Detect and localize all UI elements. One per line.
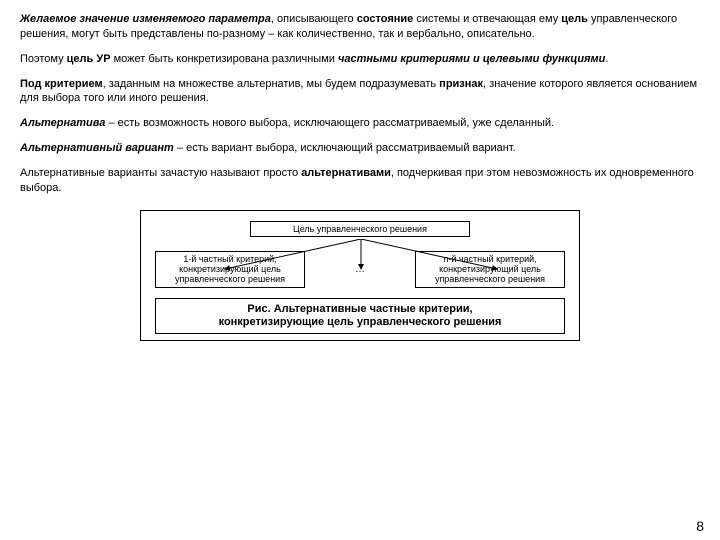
diagram-criterion-1: 1-й частный критерий, конкретизирующий ц… [155,251,305,288]
p3-term-feature: признак [439,78,483,90]
p1-term-goal: цель [561,13,588,25]
diagram-criteria-row: 1-й частный критерий, конкретизирующий ц… [155,251,565,288]
p5-term-alt-variant: Альтернативный вариант [20,142,174,154]
p1-term-state: состояние [357,13,414,25]
p1-term-desired: Желаемое значение изменяемого параметра [20,13,271,25]
p2-term-goal-ur: цель УР [67,53,111,65]
diagram-container: Цель управленческого решения 1-й частный… [140,210,580,341]
diagram-goal-box: Цель управленческого решения [250,221,470,237]
paragraph-6: Альтернативные варианты зачастую называю… [20,166,700,196]
diagram-ellipsis: … [349,264,371,275]
paragraph-5: Альтернативный вариант – есть вариант вы… [20,141,700,156]
text-content: Желаемое значение изменяемого параметра,… [0,0,720,341]
paragraph-3: Под критерием, заданным на множестве аль… [20,77,700,107]
p2-term-criteria: частными критериями и целевыми функциями [338,53,605,65]
paragraph-1: Желаемое значение изменяемого параметра,… [20,12,700,42]
p6-term-alternatives: альтернативами [301,167,391,179]
paragraph-4: Альтернатива – есть возможность нового в… [20,116,700,131]
diagram-caption: Рис. Альтернативные частные критерии, ко… [155,298,565,334]
p4-term-alternative: Альтернатива [20,117,105,129]
diagram-criterion-n: n-й частный критерий, конкретизирующий ц… [415,251,565,288]
page-number: 8 [696,518,704,534]
paragraph-2: Поэтому цель УР может быть конкретизиров… [20,52,700,67]
p3-term-criterion: Под критерием [20,78,103,90]
